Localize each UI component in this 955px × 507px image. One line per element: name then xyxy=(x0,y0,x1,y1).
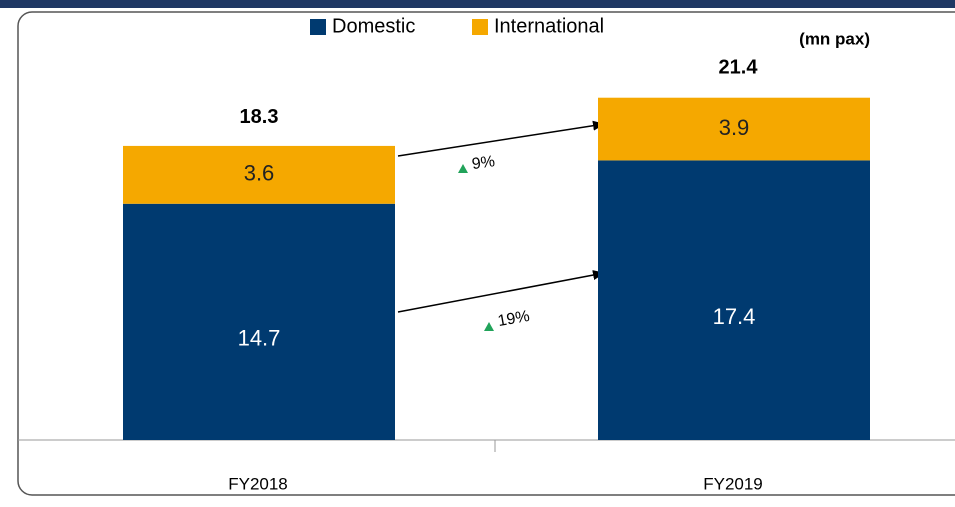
x-tick-label: FY2018 xyxy=(228,474,288,493)
total-label: 18.3 xyxy=(240,106,279,128)
data-label: 17.4 xyxy=(713,304,756,329)
growth-label: 9% xyxy=(471,153,496,173)
unit-label: (mn pax) xyxy=(799,29,870,48)
data-label: 3.6 xyxy=(244,161,275,186)
up-triangle xyxy=(458,164,468,173)
up-triangle xyxy=(484,322,494,331)
data-label: 14.7 xyxy=(238,326,281,351)
growth-arrow xyxy=(397,120,605,157)
bar-segment xyxy=(123,145,395,204)
data-label: 3.9 xyxy=(719,115,750,140)
legend-swatch xyxy=(310,19,326,35)
top-band xyxy=(0,0,955,8)
legend-swatch xyxy=(472,19,488,35)
bar-segment xyxy=(598,97,870,161)
growth-label: 19% xyxy=(496,308,530,330)
bar-segment xyxy=(598,160,870,440)
x-tick-label: FY2019 xyxy=(703,474,763,493)
frame xyxy=(17,11,955,496)
bar-segment xyxy=(123,203,395,440)
growth-arrow xyxy=(397,270,605,313)
total-label: 21.4 xyxy=(719,56,759,78)
legend-label: International xyxy=(494,15,604,37)
legend-label: Domestic xyxy=(332,15,415,37)
